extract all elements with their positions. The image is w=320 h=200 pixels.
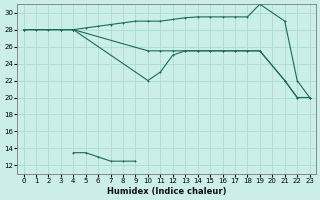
X-axis label: Humidex (Indice chaleur): Humidex (Indice chaleur): [107, 187, 226, 196]
